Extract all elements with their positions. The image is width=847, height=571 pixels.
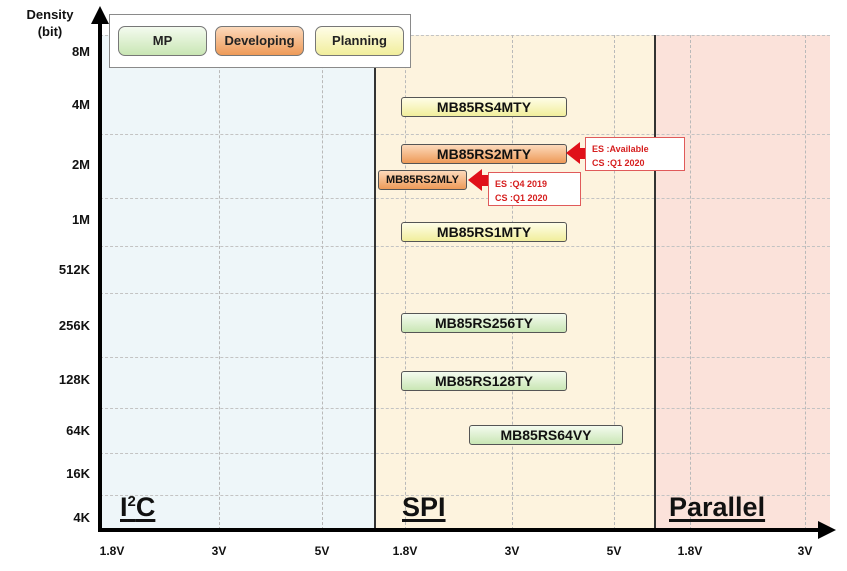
product-mb85rs1mty: MB85RS1MTY (401, 222, 567, 242)
y-axis-line (98, 20, 102, 532)
y-tick-label: 128K (58, 372, 90, 387)
spi-parallel-divider (654, 35, 656, 532)
grid-line (690, 35, 691, 530)
legend-developing: Developing (215, 26, 304, 56)
grid-line (322, 35, 323, 530)
grid-line (100, 35, 830, 36)
product-mb85rs256ty: MB85RS256TY (401, 313, 567, 333)
x-tick-label: 1.8V (677, 544, 703, 558)
y-tick-label: 2M (71, 157, 90, 172)
availability-note-2mty: ES :Available CS :Q1 2020 (585, 137, 685, 171)
i2c-region (100, 35, 375, 530)
grid-line (100, 134, 830, 135)
product-mb85rs2mly: MB85RS2MLY (378, 170, 467, 190)
x-tick-label: 5V (606, 544, 622, 558)
y-tick-label: 4K (73, 510, 90, 525)
y-tick-label: 256K (58, 318, 90, 333)
grid-line (805, 35, 806, 530)
x-tick-label: 3V (211, 544, 227, 558)
arrow-left-icon (566, 142, 580, 164)
note-es-line: ES :Q4 2019 (495, 179, 548, 189)
grid-line (100, 246, 830, 247)
grid-line (100, 453, 830, 454)
product-mb85rs2mty: MB85RS2MTY (401, 144, 567, 164)
grid-line (100, 495, 830, 496)
x-axis-line (98, 528, 824, 532)
spi-region-label: SPI (402, 492, 446, 522)
note-arrow-shaft (481, 175, 490, 186)
y-tick-label: 8M (71, 44, 90, 59)
note-cs-line: CS :Q1 2020 (495, 193, 548, 203)
y-tick-label: 16K (66, 466, 90, 481)
y-tick-label: 1M (71, 212, 90, 227)
grid-line (100, 293, 830, 294)
grid-line (405, 35, 406, 530)
y-tick-label: 4M (71, 97, 90, 112)
grid-line (100, 198, 830, 199)
product-mb85rs4mty: MB85RS4MTY (401, 97, 567, 117)
grid-line (100, 357, 830, 358)
x-tick-label: 5V (314, 544, 330, 558)
i2c-label-main: I (120, 492, 128, 522)
parallel-region-label: Parallel (669, 492, 766, 522)
i2c-label-sup: 2 (127, 493, 136, 510)
x-tick-label: 3V (797, 544, 813, 558)
arrow-left-icon (468, 169, 482, 191)
product-mb85rs64vy: MB85RS64VY (469, 425, 623, 445)
legend: MP Developing Planning (109, 14, 411, 68)
grid-line (512, 35, 513, 530)
legend-mp: MP (118, 26, 207, 56)
x-tick-label: 1.8V (392, 544, 418, 558)
x-axis-arrow-icon (818, 521, 836, 539)
note-arrow-shaft (579, 148, 587, 159)
i2c-region-label: I2C (120, 492, 155, 523)
y-tick-label: 512K (58, 262, 90, 277)
legend-planning: Planning (315, 26, 404, 56)
grid-line (614, 35, 615, 530)
note-cs-line: CS :Q1 2020 (592, 158, 645, 168)
y-axis-arrow-icon (91, 6, 109, 24)
note-es-line: ES :Available (592, 144, 649, 154)
y-axis-title: Density (bit) (10, 6, 90, 40)
i2c-spi-divider (374, 35, 376, 532)
y-axis-title-line1: Density (26, 7, 74, 22)
y-axis-title-line2: (bit) (37, 24, 63, 39)
x-tick-label: 1.8V (99, 544, 125, 558)
parallel-region (655, 35, 830, 530)
spi-region (375, 35, 655, 530)
x-tick-label: 3V (504, 544, 520, 558)
y-tick-label: 64K (66, 423, 90, 438)
grid-line (219, 35, 220, 530)
availability-note-2mly: ES :Q4 2019 CS :Q1 2020 (488, 172, 581, 206)
product-mb85rs128ty: MB85RS128TY (401, 371, 567, 391)
grid-line (100, 408, 830, 409)
i2c-label-tail: C (135, 492, 156, 522)
